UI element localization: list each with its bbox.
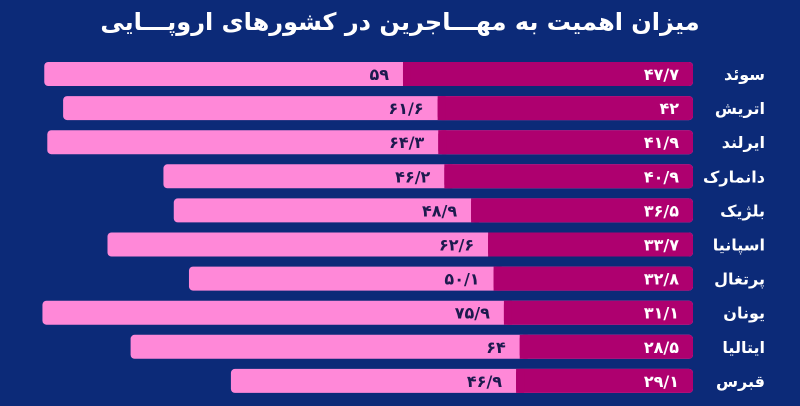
bar-segment-1: [516, 368, 693, 393]
category-label: ایتالیا: [722, 338, 765, 357]
bar-segment-1-join: [516, 368, 525, 393]
bar-segment-1-join: [488, 232, 497, 257]
bar-segment-1-join: [519, 334, 528, 359]
bar-segment-1-join: [493, 266, 502, 291]
data-label-series-1: ۴۲: [659, 99, 679, 118]
data-label-series-2: ۶۲/۶: [439, 236, 474, 255]
data-label-series-1: ۴۷/۷: [644, 65, 679, 84]
data-label-series-2: ۶۱/۶: [388, 99, 423, 118]
chart-title: میزان اهمیت به مهـــاجرین در کشورهای ارو…: [100, 8, 700, 36]
data-label-series-2: ۵۰/۱: [444, 270, 479, 289]
bar-segment-1: [402, 62, 693, 86]
category-label: پرتغال: [714, 270, 765, 290]
bar-segment-1-join: [402, 62, 411, 86]
data-label-series-2: ۶۴: [486, 338, 506, 357]
bar-segment-1-join: [444, 164, 453, 189]
bar-segment-1: [519, 334, 693, 359]
category-label: دانمارک: [703, 167, 765, 186]
data-label-series-1: ۳۳/۷: [644, 236, 679, 255]
category-label: ایرلند: [722, 133, 765, 152]
data-label-series-1: ۲۸/۵: [644, 338, 679, 357]
data-label-series-1: ۳۶/۵: [644, 201, 679, 220]
category-label: بلژیک: [720, 201, 765, 220]
data-label-series-2: ۷۵/۹: [455, 304, 490, 323]
data-label-series-2: ۴۶/۹: [467, 372, 502, 391]
bar-segment-1: [444, 164, 693, 189]
category-label: قبرس: [716, 372, 765, 391]
category-label: اتریش: [715, 99, 765, 118]
category-label: یونان: [723, 304, 765, 323]
category-label: اسپانیا: [713, 236, 765, 256]
data-label-series-2: ۴۸/۹: [422, 201, 457, 220]
bar-segment-1-join: [471, 198, 480, 223]
bar-segment-1: [471, 198, 693, 223]
data-label-series-1: ۴۱/۹: [644, 133, 679, 152]
bar-segment-1-join: [438, 130, 447, 155]
data-label-series-1: ۲۹/۱: [644, 372, 679, 391]
data-label-series-2: ۶۴/۳: [389, 133, 424, 152]
data-label-series-1: ۳۲/۸: [644, 270, 679, 289]
data-label-series-2: ۴۶/۲: [395, 167, 430, 186]
bar-segment-1: [437, 96, 693, 121]
data-label-series-2: ۵۹: [369, 65, 389, 84]
data-label-series-1: ۴۰/۹: [644, 167, 679, 186]
bar-segment-1-join: [437, 96, 446, 121]
bar-segment-1: [488, 232, 693, 257]
bar-segment-1: [493, 266, 693, 291]
data-label-series-1: ۳۱/۱: [644, 304, 679, 323]
bar-segment-1: [503, 300, 693, 325]
bar-segment-1-join: [503, 300, 512, 325]
category-label: سوئد: [724, 65, 765, 84]
bar-segment-1: [438, 130, 693, 155]
